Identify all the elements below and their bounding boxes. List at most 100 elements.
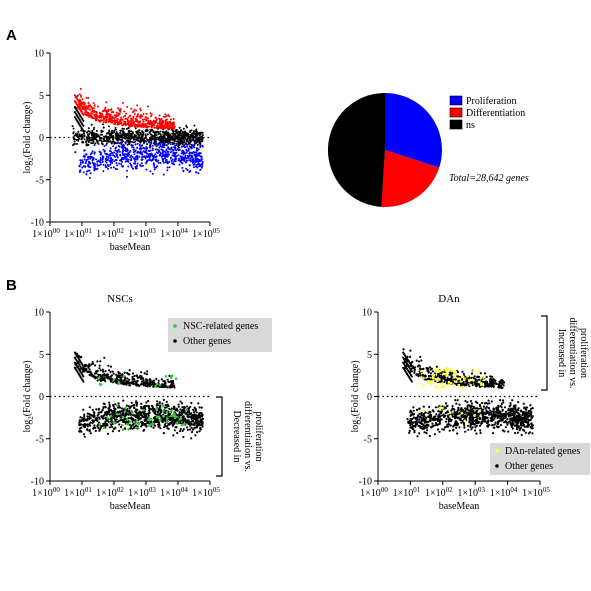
data-point [119, 138, 122, 141]
data-point [137, 130, 140, 133]
data-point [500, 379, 503, 382]
data-point [416, 414, 420, 417]
data-point [195, 426, 198, 429]
data-point [114, 403, 117, 406]
data-point [87, 155, 90, 158]
data-point [114, 414, 117, 418]
data-point [110, 150, 112, 153]
data-point [107, 407, 110, 410]
data-point [466, 401, 469, 404]
data-point [137, 133, 139, 136]
data-point [124, 412, 127, 415]
data-point [520, 433, 523, 437]
data-point [114, 127, 117, 129]
data-point [99, 369, 102, 372]
data-point [159, 152, 162, 154]
data-point [161, 138, 164, 141]
data-point [115, 150, 118, 153]
data-point [87, 96, 90, 99]
data-point [195, 153, 198, 156]
data-point [499, 384, 502, 387]
data-point [189, 157, 192, 160]
data-point [484, 407, 487, 410]
data-point [190, 133, 193, 136]
legend-box [168, 318, 272, 352]
data-point [531, 415, 534, 418]
legend-marker [173, 339, 177, 343]
data-point [182, 428, 185, 431]
data-point [187, 419, 190, 422]
data-point [180, 134, 183, 137]
data-point [139, 383, 142, 386]
data-point [119, 410, 122, 413]
data-point [488, 412, 491, 415]
data-point [428, 410, 431, 413]
y-axis-label: log2(Fold change) [350, 360, 363, 432]
data-point [474, 420, 477, 423]
data-point [144, 414, 148, 417]
data-point [79, 423, 82, 426]
data-point [93, 104, 96, 107]
data-point [130, 107, 133, 110]
data-point [75, 132, 78, 135]
data-point [161, 160, 164, 162]
data-point [181, 150, 184, 153]
data-point [134, 149, 137, 152]
data-point [458, 412, 461, 415]
highlight-point [97, 376, 101, 380]
data-point [471, 426, 474, 429]
data-point [145, 373, 149, 376]
data-point [168, 127, 171, 130]
data-point [87, 141, 90, 143]
data-point [171, 148, 174, 151]
data-point [92, 102, 95, 105]
data-point [102, 118, 105, 121]
data-point [89, 104, 92, 107]
data-point [431, 409, 434, 412]
data-point [180, 140, 183, 142]
data-point [190, 415, 193, 418]
data-point [166, 141, 169, 144]
data-point [122, 134, 125, 137]
data-point [141, 134, 144, 137]
data-point [140, 147, 143, 150]
data-point [86, 139, 89, 141]
data-point [444, 411, 447, 415]
highlight-point [127, 428, 130, 431]
data-point [440, 414, 443, 417]
data-point [150, 129, 153, 132]
data-point [494, 382, 497, 385]
data-point [194, 136, 197, 138]
data-point [192, 411, 195, 414]
data-point [169, 151, 172, 154]
data-point [100, 425, 103, 428]
data-point [136, 120, 139, 123]
data-point [132, 122, 135, 125]
data-point [156, 136, 159, 139]
data-point [122, 145, 125, 148]
data-point [154, 122, 157, 124]
data-point [79, 163, 82, 166]
data-point [82, 375, 85, 378]
data-point [169, 141, 172, 144]
data-point [517, 412, 520, 415]
data-point [193, 146, 196, 149]
data-point [177, 145, 180, 148]
data-point [76, 371, 79, 374]
data-point [438, 413, 441, 416]
data-point [140, 371, 143, 374]
data-point [482, 405, 485, 408]
data-point [111, 129, 114, 132]
data-point [119, 379, 122, 382]
data-point [201, 415, 204, 418]
data-point [130, 119, 132, 122]
data-point [180, 152, 183, 155]
data-point [96, 360, 99, 363]
highlight-point [130, 409, 133, 413]
data-point [127, 405, 130, 408]
data-point [96, 160, 99, 163]
data-point [501, 399, 505, 402]
data-point [103, 150, 106, 153]
